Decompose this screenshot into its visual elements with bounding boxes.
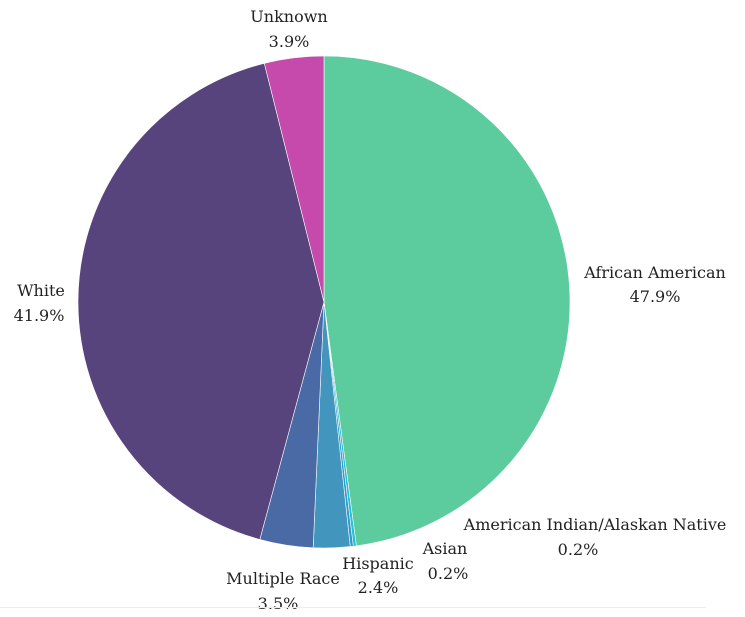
slice-value-multiple-race: 3.5% — [258, 594, 299, 613]
pie-slice-unknown — [263, 55, 325, 303]
slice-label-white: White — [17, 281, 65, 300]
slice-label-african-american: African American — [583, 263, 726, 282]
pie-slice-white — [77, 62, 325, 540]
slice-value-hispanic: 2.4% — [358, 578, 399, 597]
slice-value-african-american: 47.9% — [630, 287, 681, 306]
slice-label-hispanic: Hispanic — [342, 554, 413, 573]
slice-value-asian: 0.2% — [428, 564, 469, 583]
slice-value-unknown: 3.9% — [269, 32, 310, 51]
pie-slices — [77, 55, 571, 549]
slice-value-white: 41.9% — [14, 306, 65, 325]
pie-slice-african-american — [323, 55, 571, 547]
slice-value-american-indian: 0.2% — [558, 540, 599, 559]
slice-label-american-indian: American Indian/Alaskan Native — [463, 515, 727, 534]
slice-label-multiple-race: Multiple Race — [226, 569, 340, 588]
slice-label-asian: Asian — [422, 539, 468, 558]
bottom-rule — [0, 607, 706, 608]
slice-label-unknown: Unknown — [250, 7, 327, 26]
